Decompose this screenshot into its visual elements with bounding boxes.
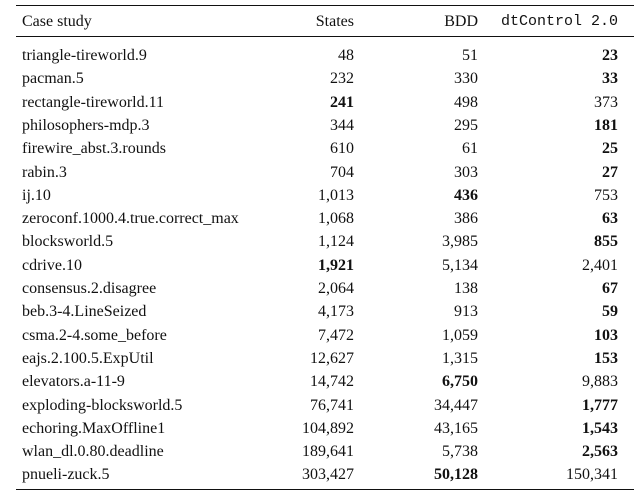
- value-cell: 25: [602, 140, 618, 158]
- value-cell: 1,059: [442, 326, 478, 344]
- value-cell: 33: [602, 70, 618, 88]
- bottom-rule: [16, 489, 634, 490]
- value-cell: 2,563: [582, 443, 618, 461]
- case-name: pnueli-zuck.5: [22, 466, 110, 484]
- value-cell: 2,064: [318, 280, 354, 297]
- value-cell: 913: [454, 303, 478, 321]
- case-name: rectangle-tireworld.11: [22, 93, 165, 111]
- case-name: consensus.2.disagree: [22, 280, 157, 297]
- value-cell: 5,738: [442, 443, 478, 461]
- case-name: csma.2-4.some_before: [22, 326, 167, 344]
- case-name: firewire_abst.3.rounds: [22, 140, 166, 158]
- value-cell: 1,543: [582, 419, 618, 437]
- case-name: blocksworld.5: [22, 233, 114, 251]
- case-name: eajs.2.100.5.ExpUtil: [22, 349, 154, 367]
- value-cell: 2,401: [582, 256, 618, 274]
- value-cell: 59: [602, 303, 618, 321]
- value-cell: 6,750: [442, 373, 478, 391]
- value-cell: 1,068: [318, 210, 354, 228]
- value-cell: 189,641: [302, 443, 354, 461]
- value-cell: 1,013: [318, 186, 354, 204]
- value-cell: 373: [594, 93, 618, 111]
- value-cell: 150,341: [566, 466, 618, 484]
- case-name: cdrive.10: [22, 256, 82, 274]
- value-cell: 344: [330, 116, 354, 134]
- header-cell: States: [315, 13, 354, 30]
- value-cell: 51: [462, 47, 478, 64]
- case-name: echoring.MaxOffline1: [22, 419, 166, 437]
- value-cell: 43,165: [434, 419, 478, 437]
- value-cell: 5,134: [442, 256, 478, 274]
- value-cell: 4,173: [318, 303, 354, 321]
- value-cell: 34,447: [434, 396, 478, 414]
- value-cell: 241: [330, 93, 354, 111]
- case-name: pacman.5: [22, 70, 84, 88]
- value-cell: 3,985: [442, 233, 478, 251]
- case-name: elevators.a-11-9: [22, 373, 125, 391]
- value-cell: 1,124: [318, 233, 354, 251]
- value-cell: 48: [338, 47, 354, 64]
- header-rule: [16, 36, 634, 37]
- top-rule: [16, 5, 634, 6]
- value-cell: 610: [330, 140, 354, 158]
- value-cell: 1,777: [582, 396, 618, 414]
- value-cell: 498: [454, 93, 478, 111]
- value-cell: 181: [594, 116, 618, 134]
- value-cell: 303: [454, 163, 478, 181]
- header-cell: dtControl 2.0: [500, 13, 618, 30]
- header-cell: BDD: [444, 13, 478, 30]
- value-cell: 855: [594, 233, 618, 251]
- value-cell: 61: [462, 140, 478, 158]
- case-name: ij.10: [22, 186, 51, 204]
- value-cell: 67: [602, 280, 618, 297]
- value-cell: 153: [594, 349, 618, 367]
- case-name: rabin.3: [22, 163, 67, 181]
- case-name: philosophers-mdp.3: [22, 116, 150, 134]
- value-cell: 23: [602, 47, 618, 64]
- value-cell: 1,315: [442, 349, 478, 367]
- value-cell: 63: [602, 210, 618, 228]
- value-cell: 303,427: [302, 466, 354, 484]
- value-cell: 104,892: [302, 419, 354, 437]
- value-cell: 103: [594, 326, 618, 344]
- value-cell: 386: [454, 210, 478, 228]
- value-cell: 12,627: [310, 349, 354, 367]
- value-cell: 704: [330, 163, 354, 181]
- value-cell: 232: [330, 70, 354, 88]
- case-name: triangle-tireworld.9: [22, 47, 147, 64]
- value-cell: 1,921: [318, 256, 354, 274]
- value-cell: 330: [454, 70, 478, 88]
- value-cell: 436: [454, 186, 478, 204]
- case-name: wlan_dl.0.80.deadline: [22, 443, 164, 461]
- value-cell: 295: [454, 116, 478, 134]
- value-cell: 27: [602, 163, 618, 181]
- case-name: zeroconf.1000.4.true.correct_max: [22, 210, 239, 228]
- value-cell: 7,472: [318, 326, 354, 344]
- case-name: beb.3-4.LineSeized: [22, 303, 147, 321]
- value-cell: 753: [594, 186, 618, 204]
- value-cell: 76,741: [310, 396, 354, 414]
- value-cell: 9,883: [582, 373, 618, 391]
- case-name: exploding-blocksworld.5: [22, 396, 183, 414]
- value-cell: 138: [454, 280, 478, 297]
- value-cell: 14,742: [310, 373, 354, 391]
- value-cell: 50,128: [434, 466, 478, 484]
- header-cell: Case study: [22, 13, 92, 30]
